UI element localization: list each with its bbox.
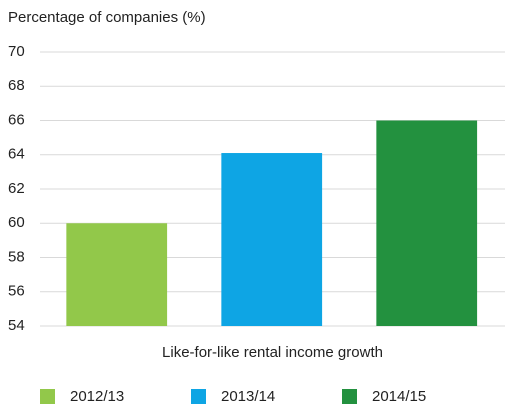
legend-swatch bbox=[191, 389, 206, 404]
bar bbox=[376, 120, 478, 326]
y-tick-label: 60 bbox=[8, 214, 25, 231]
y-tick-label: 68 bbox=[8, 77, 25, 94]
y-tick-label: 70 bbox=[8, 43, 25, 60]
y-tick-label: 66 bbox=[8, 111, 25, 128]
bar bbox=[66, 223, 168, 326]
bar bbox=[221, 153, 323, 326]
legend-swatch bbox=[40, 389, 55, 404]
x-tick-label: Like-for-like rental income growth bbox=[162, 344, 383, 361]
y-tick-label: 58 bbox=[8, 248, 25, 265]
legend-swatch bbox=[342, 389, 357, 404]
y-tick-label: 64 bbox=[8, 146, 25, 163]
legend-label: 2014/15 bbox=[372, 388, 426, 405]
y-tick-label: 54 bbox=[8, 317, 25, 334]
y-axis-label: Percentage of companies (%) bbox=[8, 9, 206, 26]
y-tick-label: 62 bbox=[8, 180, 25, 197]
legend-label: 2012/13 bbox=[70, 388, 124, 405]
y-tick-label: 56 bbox=[8, 283, 25, 300]
legend-label: 2013/14 bbox=[221, 388, 275, 405]
